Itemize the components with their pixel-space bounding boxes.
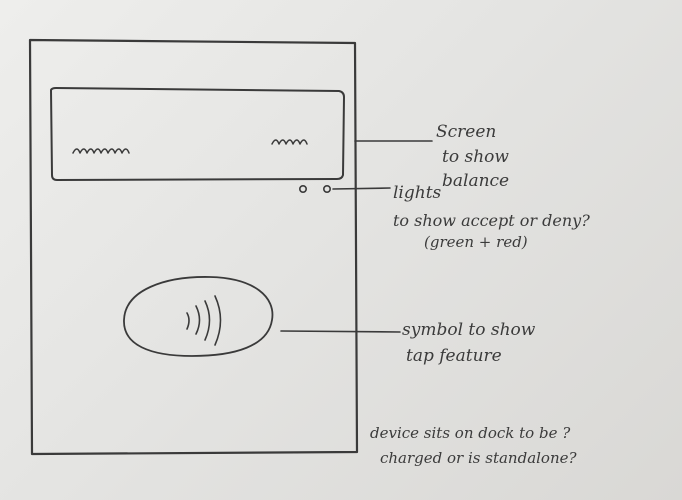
contactless-wave-1 [186,312,190,330]
dock-note-line-2: charged or is standalone? [380,449,577,467]
device-screen [50,87,345,181]
screen-scribble-right [271,139,308,145]
screen-label-line-2: to show [442,147,509,167]
symbol-label: symbol to show [402,320,536,340]
contactless-wave-2 [195,305,201,335]
lights-label-line-3: (green + red) [424,233,528,251]
light-deny [322,185,331,194]
symbol-leader-line [280,330,401,333]
tap-symbol-oval [123,276,274,357]
light-accept [298,185,307,194]
screen-scribble-left [72,148,130,154]
screen-label: Screen [436,122,496,142]
device-body [28,38,359,456]
lights-leader-line [332,187,391,190]
lights-label-line-2: to show accept or deny? [393,211,590,230]
lights-label: lights [393,183,442,203]
symbol-label-line-2: tap feature [406,346,502,366]
contactless-wave-3 [204,300,211,341]
screen-label-line-3: balance [442,171,509,191]
contactless-wave-4 [214,295,222,346]
dock-note: device sits on dock to be ? [370,424,571,442]
